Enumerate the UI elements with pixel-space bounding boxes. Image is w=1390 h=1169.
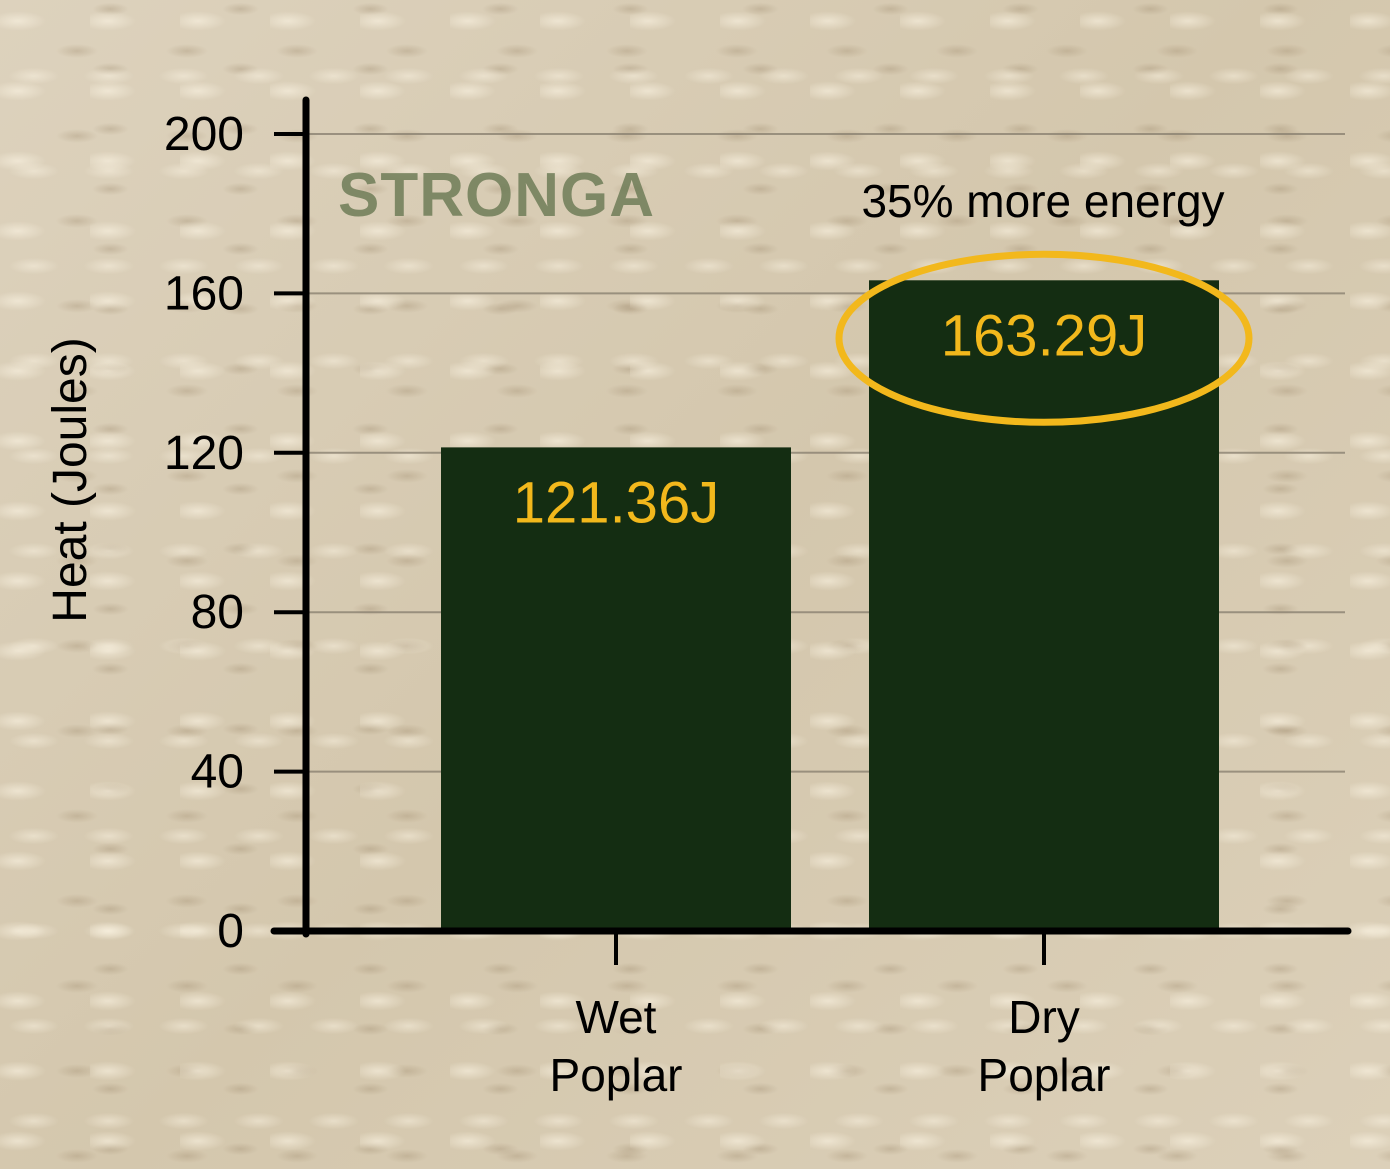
- x-tick-label: Dry Poplar: [978, 991, 1111, 1101]
- watermark-logo: STRONGA: [338, 161, 655, 230]
- y-tick-label: 160: [164, 267, 244, 320]
- y-tick-label: 80: [191, 586, 244, 639]
- bar-value-label: 163.29J: [941, 303, 1147, 368]
- y-tick-label: 40: [191, 746, 244, 799]
- bar: [869, 280, 1219, 932]
- y-tick-label: 120: [164, 427, 244, 480]
- annotation-text: 35% more energy: [861, 175, 1224, 227]
- axes: [270, 96, 1352, 965]
- bars: [441, 280, 1219, 932]
- bar-value-label: 121.36J: [513, 470, 719, 535]
- y-axis-label: Heat (Joules): [44, 337, 97, 622]
- labels: 0 40 80 120 160 200 121.36J Wet Poplar 163.29J Dry…: [164, 108, 1253, 1101]
- highlight-ring: [835, 250, 1253, 426]
- y-tick-label: 0: [217, 905, 244, 958]
- x-tick-label: Wet Poplar: [550, 991, 683, 1101]
- y-tick-label: 200: [164, 108, 244, 161]
- bar: [441, 447, 791, 931]
